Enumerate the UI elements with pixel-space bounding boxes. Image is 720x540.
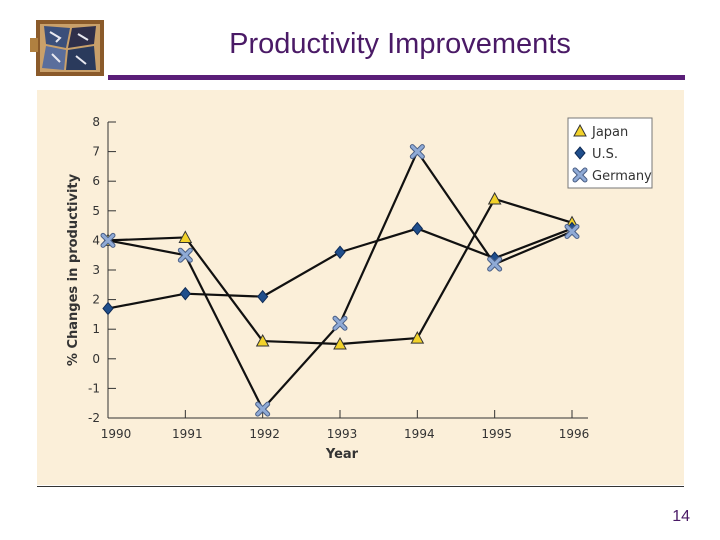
legend-marker-us [574, 146, 586, 160]
data-point-us [334, 245, 346, 260]
legend-label-us: U.S. [592, 147, 618, 162]
x-tick-label: 1992 [249, 427, 280, 441]
data-point-germany [177, 247, 193, 263]
x-tick-label: 1994 [404, 427, 435, 441]
x-tick-label: 1995 [481, 427, 512, 441]
x-marker-stroke [101, 233, 115, 247]
data-point-germany [332, 315, 348, 331]
logo-icon [30, 14, 110, 80]
y-axis-title: % Changes in productivity [66, 173, 81, 366]
x-marker-stroke [256, 402, 270, 416]
x-marker-stroke [573, 168, 587, 182]
series-line-us [107, 227, 573, 310]
legend-label-germany: Germany [592, 169, 652, 184]
data-point-germany [487, 256, 503, 272]
legend-marker-japan [573, 123, 587, 137]
data-point-us [102, 301, 114, 316]
x-tick-label: 1996 [559, 427, 590, 441]
legend-label-japan: Japan [591, 125, 628, 140]
chart-legend: Japan U.S. Germany [567, 117, 653, 189]
y-tick-label: 8 [92, 115, 100, 129]
data-point-us [411, 221, 423, 236]
x-tick-label: 1991 [172, 427, 203, 441]
y-tick-label: -1 [88, 381, 100, 395]
bottom-divider [37, 486, 684, 487]
data-point-japan [333, 336, 347, 350]
y-tick-label: 3 [92, 263, 100, 277]
data-point-japan [487, 191, 502, 205]
slide-title: Productivity Improvements [229, 28, 571, 60]
series-markers [100, 144, 580, 417]
data-point-germany [409, 144, 425, 160]
x-marker-stroke [565, 225, 579, 239]
data-point-germany [100, 232, 116, 248]
y-tick-label: 5 [92, 204, 100, 218]
y-tick-label: 0 [92, 352, 100, 366]
x-marker-stroke [333, 316, 347, 330]
legend-marker-germany [572, 167, 588, 183]
series-lines [107, 150, 573, 411]
x-marker-stroke [178, 248, 192, 262]
y-tick-label: 4 [92, 233, 100, 247]
x-axis-title: Year [325, 447, 359, 462]
data-point-germany [255, 401, 271, 417]
title-divider [108, 75, 685, 80]
page-number: 14 [672, 508, 690, 525]
x-tick-label: 1990 [101, 427, 132, 441]
data-point-us [179, 286, 191, 301]
data-point-japan [255, 333, 270, 347]
x-marker-stroke [488, 257, 502, 271]
data-point-germany [564, 224, 580, 240]
y-tick-label: 7 [92, 145, 100, 159]
data-point-japan [410, 331, 425, 344]
x-marker-stroke [410, 145, 424, 159]
x-tick-label: 1993 [327, 427, 358, 441]
y-tick-label: -2 [88, 411, 100, 425]
data-point-us [257, 289, 269, 304]
series-line-germany [107, 150, 573, 411]
y-tick-label: 2 [92, 293, 100, 307]
y-tick-label: 6 [92, 174, 100, 188]
y-tick-label: 1 [92, 322, 100, 336]
data-point-japan [178, 230, 193, 243]
